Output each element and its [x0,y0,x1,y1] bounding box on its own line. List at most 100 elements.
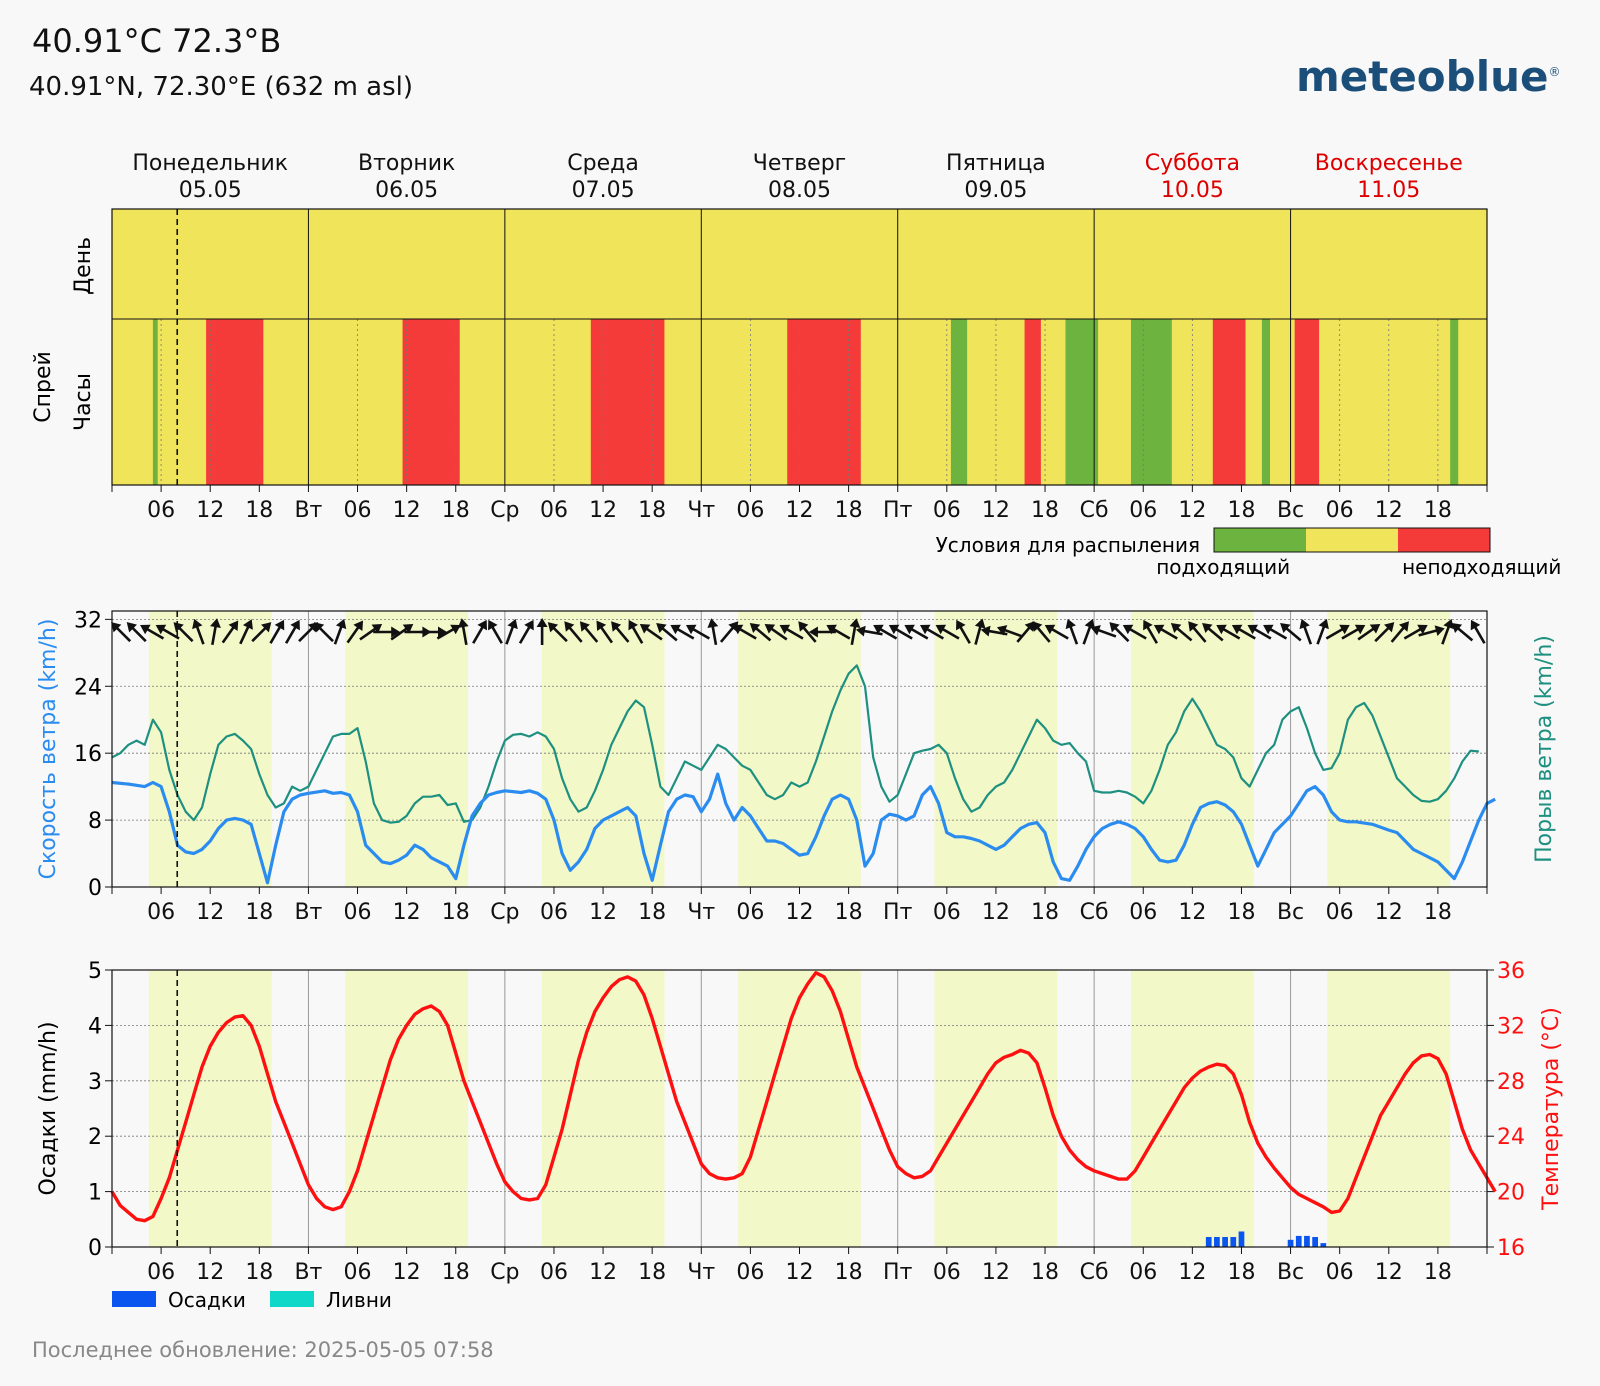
wind-arrow-head [402,623,414,634]
wind-direction-arrow [849,618,861,646]
wind-direction-arrow [1357,623,1381,641]
x-tick-label: 18 [638,900,666,925]
x-tick-label: 18 [638,498,666,523]
wind-direction-arrow [1044,624,1069,640]
spray-legend-swatch [1306,528,1398,552]
x-tick-label: 12 [1375,1260,1403,1285]
x-tick-label: 06 [736,900,764,925]
wind-arrow-head [749,623,761,633]
wind-arrow-head [596,620,607,632]
wind-direction-arrow [333,618,347,645]
wind-arrow-head [1084,618,1095,630]
x-tick-label: 12 [589,900,617,925]
wind-arrow-head [826,624,837,635]
wind-arrow-head [849,618,861,629]
wind-direction-arrow [284,619,300,644]
daylight-band [345,970,469,1247]
wind-y-label: Скорость ветра (km/h) [36,619,61,880]
wind-direction-arrow [628,619,644,644]
wind-y-tick-label: 0 [88,876,102,901]
hourly-spray-segment [1040,319,1066,485]
x-tick-label: Вс [1277,900,1304,925]
wind-arrow-head [290,619,300,631]
day-name-label: Пятница [946,151,1046,176]
day-name-label: Суббота [1145,151,1240,176]
precipitation-bar [1320,1243,1327,1247]
wind-direction-arrow [1299,618,1313,645]
x-tick-label: Ср [490,900,519,925]
x-tick-label: Чт [687,900,715,925]
wind-direction-arrow [1109,622,1130,643]
x-tick-label: 06 [1326,900,1354,925]
meteoblue-logo[interactable]: meteoblue® [1296,52,1561,101]
wind-direction-arrow [1016,621,1035,643]
hourly-spray-segment [1294,319,1320,485]
wind-y-tick-label: 8 [88,809,102,834]
wind-arrow-head [1247,624,1259,635]
x-tick-label: 18 [1031,498,1059,523]
hourly-spray-segment [1458,319,1487,485]
logo-registered-mark: ® [1548,65,1561,79]
temp-y-tick-label: 24 [1497,1125,1525,1150]
wind-direction-arrow [536,618,548,645]
wind-arrow-head [1044,624,1056,635]
x-tick-label: Вт [294,498,322,523]
x-tick-label: Пт [883,498,913,523]
x-tick-label: 06 [344,1260,372,1285]
wind-arrow-head [140,624,151,635]
precip-y-tick-label: 5 [88,959,102,984]
precipitation-bar [1287,1239,1294,1247]
temp-y-tick-label: 32 [1497,1014,1525,1039]
wind-arrow-head [1354,624,1366,635]
wind-arrow-head [980,625,991,637]
wind-direction-arrow [547,622,568,643]
x-tick-label: Сб [1080,498,1109,523]
wind-direction-arrow [996,625,1023,638]
wind-direction-arrow [1122,624,1147,640]
wind-direction-arrow [935,624,960,640]
x-tick-label: Чт [687,1260,715,1285]
x-tick-label: Чт [687,498,715,523]
hourly-spray-segment [206,319,264,485]
hourly-spray-segment [1319,319,1451,485]
wind-direction-arrow [457,618,469,646]
x-tick-label: 12 [393,1260,421,1285]
wind-arrow-head [1231,624,1243,635]
hourly-spray-segment [1065,319,1099,485]
x-tick-label: 18 [1227,498,1255,523]
gust-y-label: Порыв ветра (km/h) [1532,635,1557,863]
spray-legend-high: неподходящий [1402,555,1561,579]
wind-direction-arrow [670,624,695,640]
x-tick-label: 12 [786,900,814,925]
wind-direction-arrow [373,626,401,638]
x-tick-label: 06 [1326,1260,1354,1285]
wind-direction-arrow [1143,619,1159,644]
wind-direction-arrow [251,622,272,643]
wind-arrow-head [1451,623,1463,633]
wind-arrow-head [242,619,253,630]
precipitation-bar [1214,1237,1220,1247]
daily-spray-cell [701,209,898,319]
spray-y-label: Спрей [31,351,56,423]
daily-spray-cell [112,209,309,319]
day-date-label: 11.05 [1357,178,1420,203]
hourly-spray-segment [664,319,788,485]
hourly-spray-segment [1261,319,1271,485]
wind-direction-arrow [779,624,804,640]
x-tick-label: 18 [835,900,863,925]
wind-arrow-head [507,618,518,630]
wind-arrow-head [919,624,931,635]
wind-direction-arrow [140,624,165,640]
precip-y-tick-label: 1 [88,1181,102,1206]
precip-y-tick-label: 2 [88,1125,102,1150]
x-tick-label: 18 [1424,1260,1452,1285]
hourly-spray-segment [459,319,591,485]
wind-direction-arrow [1090,625,1117,638]
wind-direction-arrow [974,618,986,645]
wind-arrow-head [855,625,866,637]
hourly-spray-segment [1212,319,1246,485]
x-tick-label: 12 [196,498,224,523]
wind-arrow-head [353,620,364,632]
wind-direction-arrow [313,622,334,643]
day-name-label: Вторник [358,151,455,176]
